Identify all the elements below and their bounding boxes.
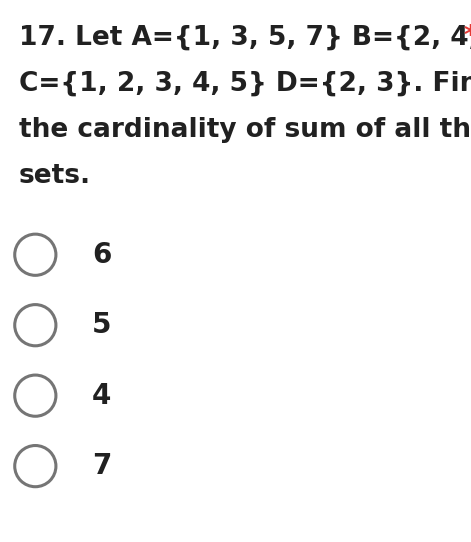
- Text: 5: 5: [92, 311, 111, 339]
- Text: sets.: sets.: [19, 163, 91, 189]
- Text: the cardinality of sum of all the: the cardinality of sum of all the: [19, 117, 471, 143]
- Text: 6: 6: [92, 241, 111, 269]
- Text: 4: 4: [92, 382, 111, 410]
- Text: *: *: [464, 24, 471, 50]
- Text: C={1, 2, 3, 4, 5} D={2, 3}. Find: C={1, 2, 3, 4, 5} D={2, 3}. Find: [19, 70, 471, 96]
- Text: 7: 7: [92, 452, 111, 480]
- Text: 17. Let A={1, 3, 5, 7} B={2, 4, 6}: 17. Let A={1, 3, 5, 7} B={2, 4, 6}: [19, 24, 471, 50]
